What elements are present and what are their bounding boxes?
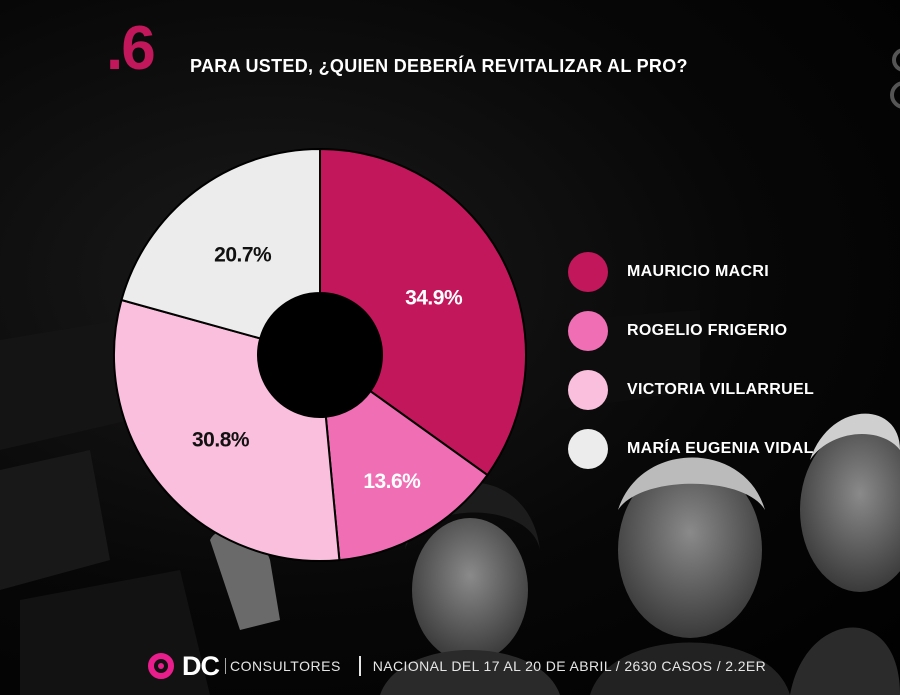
question-title: PARA USTED, ¿QUIEN DEBERÍA REVITALIZAR A… — [190, 56, 688, 76]
data-label: 20.7% — [214, 243, 272, 266]
legend-label: VICTORIA VILLARRUEL — [627, 381, 815, 398]
legend-item-vidal: MARÍA EUGENIA VIDAL — [568, 429, 888, 469]
donut-hole — [258, 293, 382, 417]
legend-item-villarruel: VICTORIA VILLARRUEL — [568, 370, 888, 410]
legend-swatch — [568, 252, 608, 292]
background-photo — [210, 413, 900, 695]
legend-label: MARÍA EUGENIA VIDAL — [627, 440, 814, 457]
footer-divider — [358, 656, 361, 676]
footer: DC CONSULTORES NACIONAL DEL 17 AL 20 DE … — [148, 648, 766, 684]
dc-logo-icon — [148, 653, 174, 679]
chart-legend: MAURICIO MACRI ROGELIO FRIGERIO VICTORIA… — [568, 252, 888, 488]
data-label: 30.8% — [192, 428, 250, 451]
donut-chart: 34.9% 13.6% 30.8% 20.7% — [113, 147, 527, 562]
partial-side-logo — [890, 48, 900, 109]
logo-text: DC — [182, 650, 220, 681]
survey-info: NACIONAL DEL 17 AL 20 DE ABRIL / 2630 CA… — [372, 658, 767, 674]
slice-frigerio — [324, 389, 489, 562]
data-label: 13.6% — [363, 470, 421, 493]
slice-vidal — [120, 147, 321, 340]
data-label: 34.9% — [405, 287, 463, 310]
question-number: .6 — [106, 14, 156, 83]
legend-swatch — [568, 429, 608, 469]
legend-item-macri: MAURICIO MACRI — [568, 252, 888, 292]
legend-label: MAURICIO MACRI — [627, 263, 769, 280]
legend-swatch — [568, 370, 608, 410]
legend-item-frigerio: ROGELIO FRIGERIO — [568, 311, 888, 351]
logo-subtitle: CONSULTORES — [225, 658, 341, 674]
legend-label: ROGELIO FRIGERIO — [627, 322, 788, 339]
legend-swatch — [568, 311, 608, 351]
